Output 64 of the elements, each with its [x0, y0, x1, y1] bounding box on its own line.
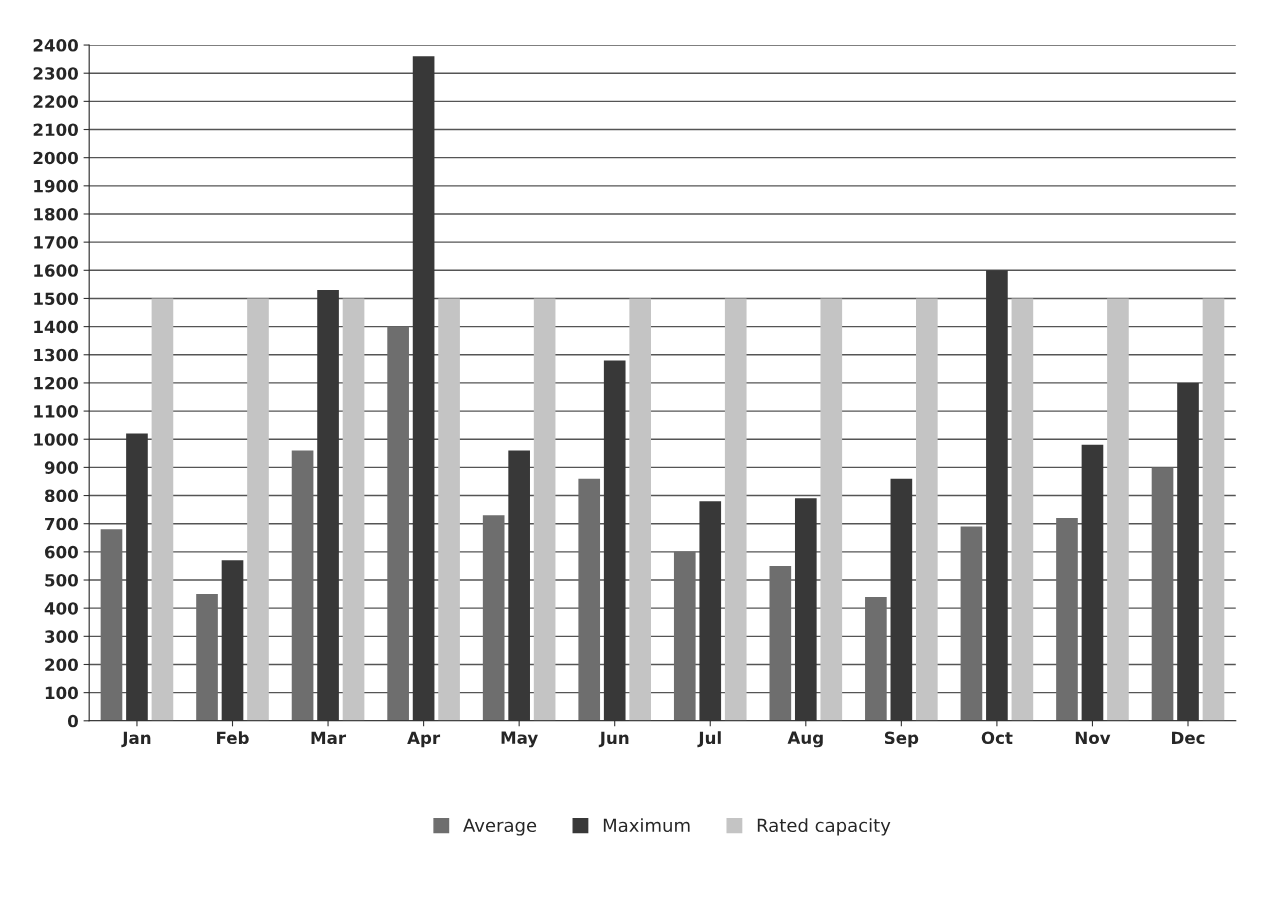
- y-tick-label: 1000: [34, 433, 78, 446]
- y-tick-label: 1400: [34, 320, 78, 334]
- bar: [247, 298, 269, 721]
- y-tick-label: 1800: [34, 207, 78, 221]
- y-tick-label: 800: [44, 489, 78, 503]
- x-tick-label: Dec: [1172, 731, 1205, 745]
- x-tick-label: Feb: [217, 731, 249, 745]
- bar: [533, 298, 556, 721]
- y-tick-label: 700: [45, 517, 78, 531]
- x-tick-label: Jan: [121, 731, 151, 748]
- x-tick-label: May: [501, 731, 538, 748]
- y-tick-label: 400: [44, 602, 78, 615]
- y-tick-label: 1100: [34, 405, 78, 418]
- y-tick-label: 1700: [34, 236, 78, 249]
- y-tick-label: 0: [67, 714, 78, 728]
- y-tick-label: 2000: [33, 151, 78, 165]
- x-tick-label: Apr: [407, 731, 441, 748]
- bar: [291, 450, 314, 721]
- y-tick-label: 1500: [34, 292, 78, 306]
- bar: [916, 298, 938, 721]
- bar: [482, 515, 505, 721]
- y-tick-label: 1600: [34, 264, 78, 277]
- bar: [387, 326, 409, 721]
- bar: [1151, 467, 1174, 721]
- bar: [820, 298, 843, 721]
- bar: [151, 298, 174, 721]
- bar: [673, 551, 696, 721]
- bar: [1056, 518, 1078, 721]
- bar: [724, 298, 747, 721]
- bar: [578, 478, 601, 721]
- bar: [1202, 298, 1225, 721]
- bar: [196, 594, 218, 721]
- x-tick-label: Nov: [1075, 731, 1111, 745]
- y-tick-label: 500: [45, 573, 78, 587]
- x-tick-label: Jun: [598, 731, 629, 748]
- x-tick-label: Sep: [884, 731, 919, 748]
- x-tick-label: Jul: [697, 731, 721, 748]
- y-tick-label: 1300: [34, 348, 78, 362]
- x-tick-label: Mar: [311, 731, 347, 745]
- y-tick-label: 1900: [34, 179, 78, 193]
- bar: [100, 529, 123, 721]
- y-tick-label: 2300: [33, 67, 78, 80]
- bar: [1107, 298, 1129, 721]
- bar: [865, 596, 887, 721]
- x-tick-label: Oct: [981, 731, 1013, 745]
- legend-label: Maximum: [603, 818, 690, 833]
- legend-label: Average: [463, 818, 537, 836]
- y-tick-label: 2100: [33, 123, 78, 137]
- y-tick-label: 100: [45, 686, 78, 700]
- bar: [438, 298, 460, 721]
- bar: [342, 298, 365, 721]
- y-tick-label: 900: [44, 461, 78, 474]
- legend-label: Rated capacity: [757, 818, 891, 836]
- y-tick-label: 300: [45, 630, 78, 643]
- x-tick-label: Aug: [787, 731, 823, 748]
- bar: [769, 565, 792, 721]
- y-tick-label: 1200: [34, 376, 78, 390]
- y-tick-label: 200: [45, 658, 78, 672]
- y-tick-label: 2400: [33, 39, 78, 52]
- y-tick-label: 600: [45, 545, 78, 559]
- bar: [960, 526, 983, 721]
- bar: [1011, 298, 1034, 721]
- bar: [629, 298, 652, 721]
- y-tick-label: 2200: [33, 95, 78, 108]
